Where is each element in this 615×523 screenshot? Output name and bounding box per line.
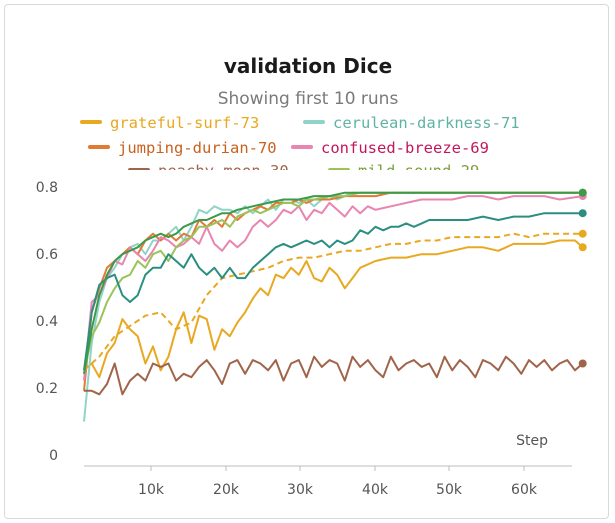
series-line [83,239,584,379]
chart-subtitle: Showing first 10 runs [218,89,399,109]
x-axis: 10k 20k 30k 40k 50k 60k [138,466,538,498]
series-end-point [578,229,587,238]
x-axis-label: Step [516,433,548,449]
series-line [83,191,583,422]
x-tick-label: 30k [287,482,314,498]
x-tick-label: 60k [511,482,538,498]
series-line [83,191,583,374]
y-tick-label: 0.8 [36,180,58,196]
series-line [83,212,583,371]
plot-area [83,188,587,422]
legend-label: grateful-surf-73 [110,114,259,132]
x-tick-label: 50k [436,482,463,498]
legend-clip-mask [70,170,600,181]
legend-label: cerulean-darkness-71 [333,114,520,132]
series-end-point [578,359,587,368]
x-tick-label: 20k [213,482,240,498]
series-end-point [578,188,587,197]
legend-label: confused-breeze-69 [321,139,489,157]
series-end-point [578,243,587,252]
chart-title: validation Dice [224,54,392,78]
x-tick-label: 10k [138,482,165,498]
y-tick-label: 0.6 [36,247,58,263]
y-tick-label: 0 [49,448,58,464]
series-line [84,355,584,396]
series-line [83,232,583,372]
y-tick-label: 0.4 [36,314,58,330]
series-line [83,191,583,375]
series-line [83,195,583,381]
y-tick-label: 0.2 [36,381,58,397]
y-axis: 0.8 0.6 0.4 0.2 0 [36,180,58,464]
x-tick-label: 40k [362,482,389,498]
series-end-point [578,209,587,218]
legend-label: jumping-durian-70 [118,139,277,157]
